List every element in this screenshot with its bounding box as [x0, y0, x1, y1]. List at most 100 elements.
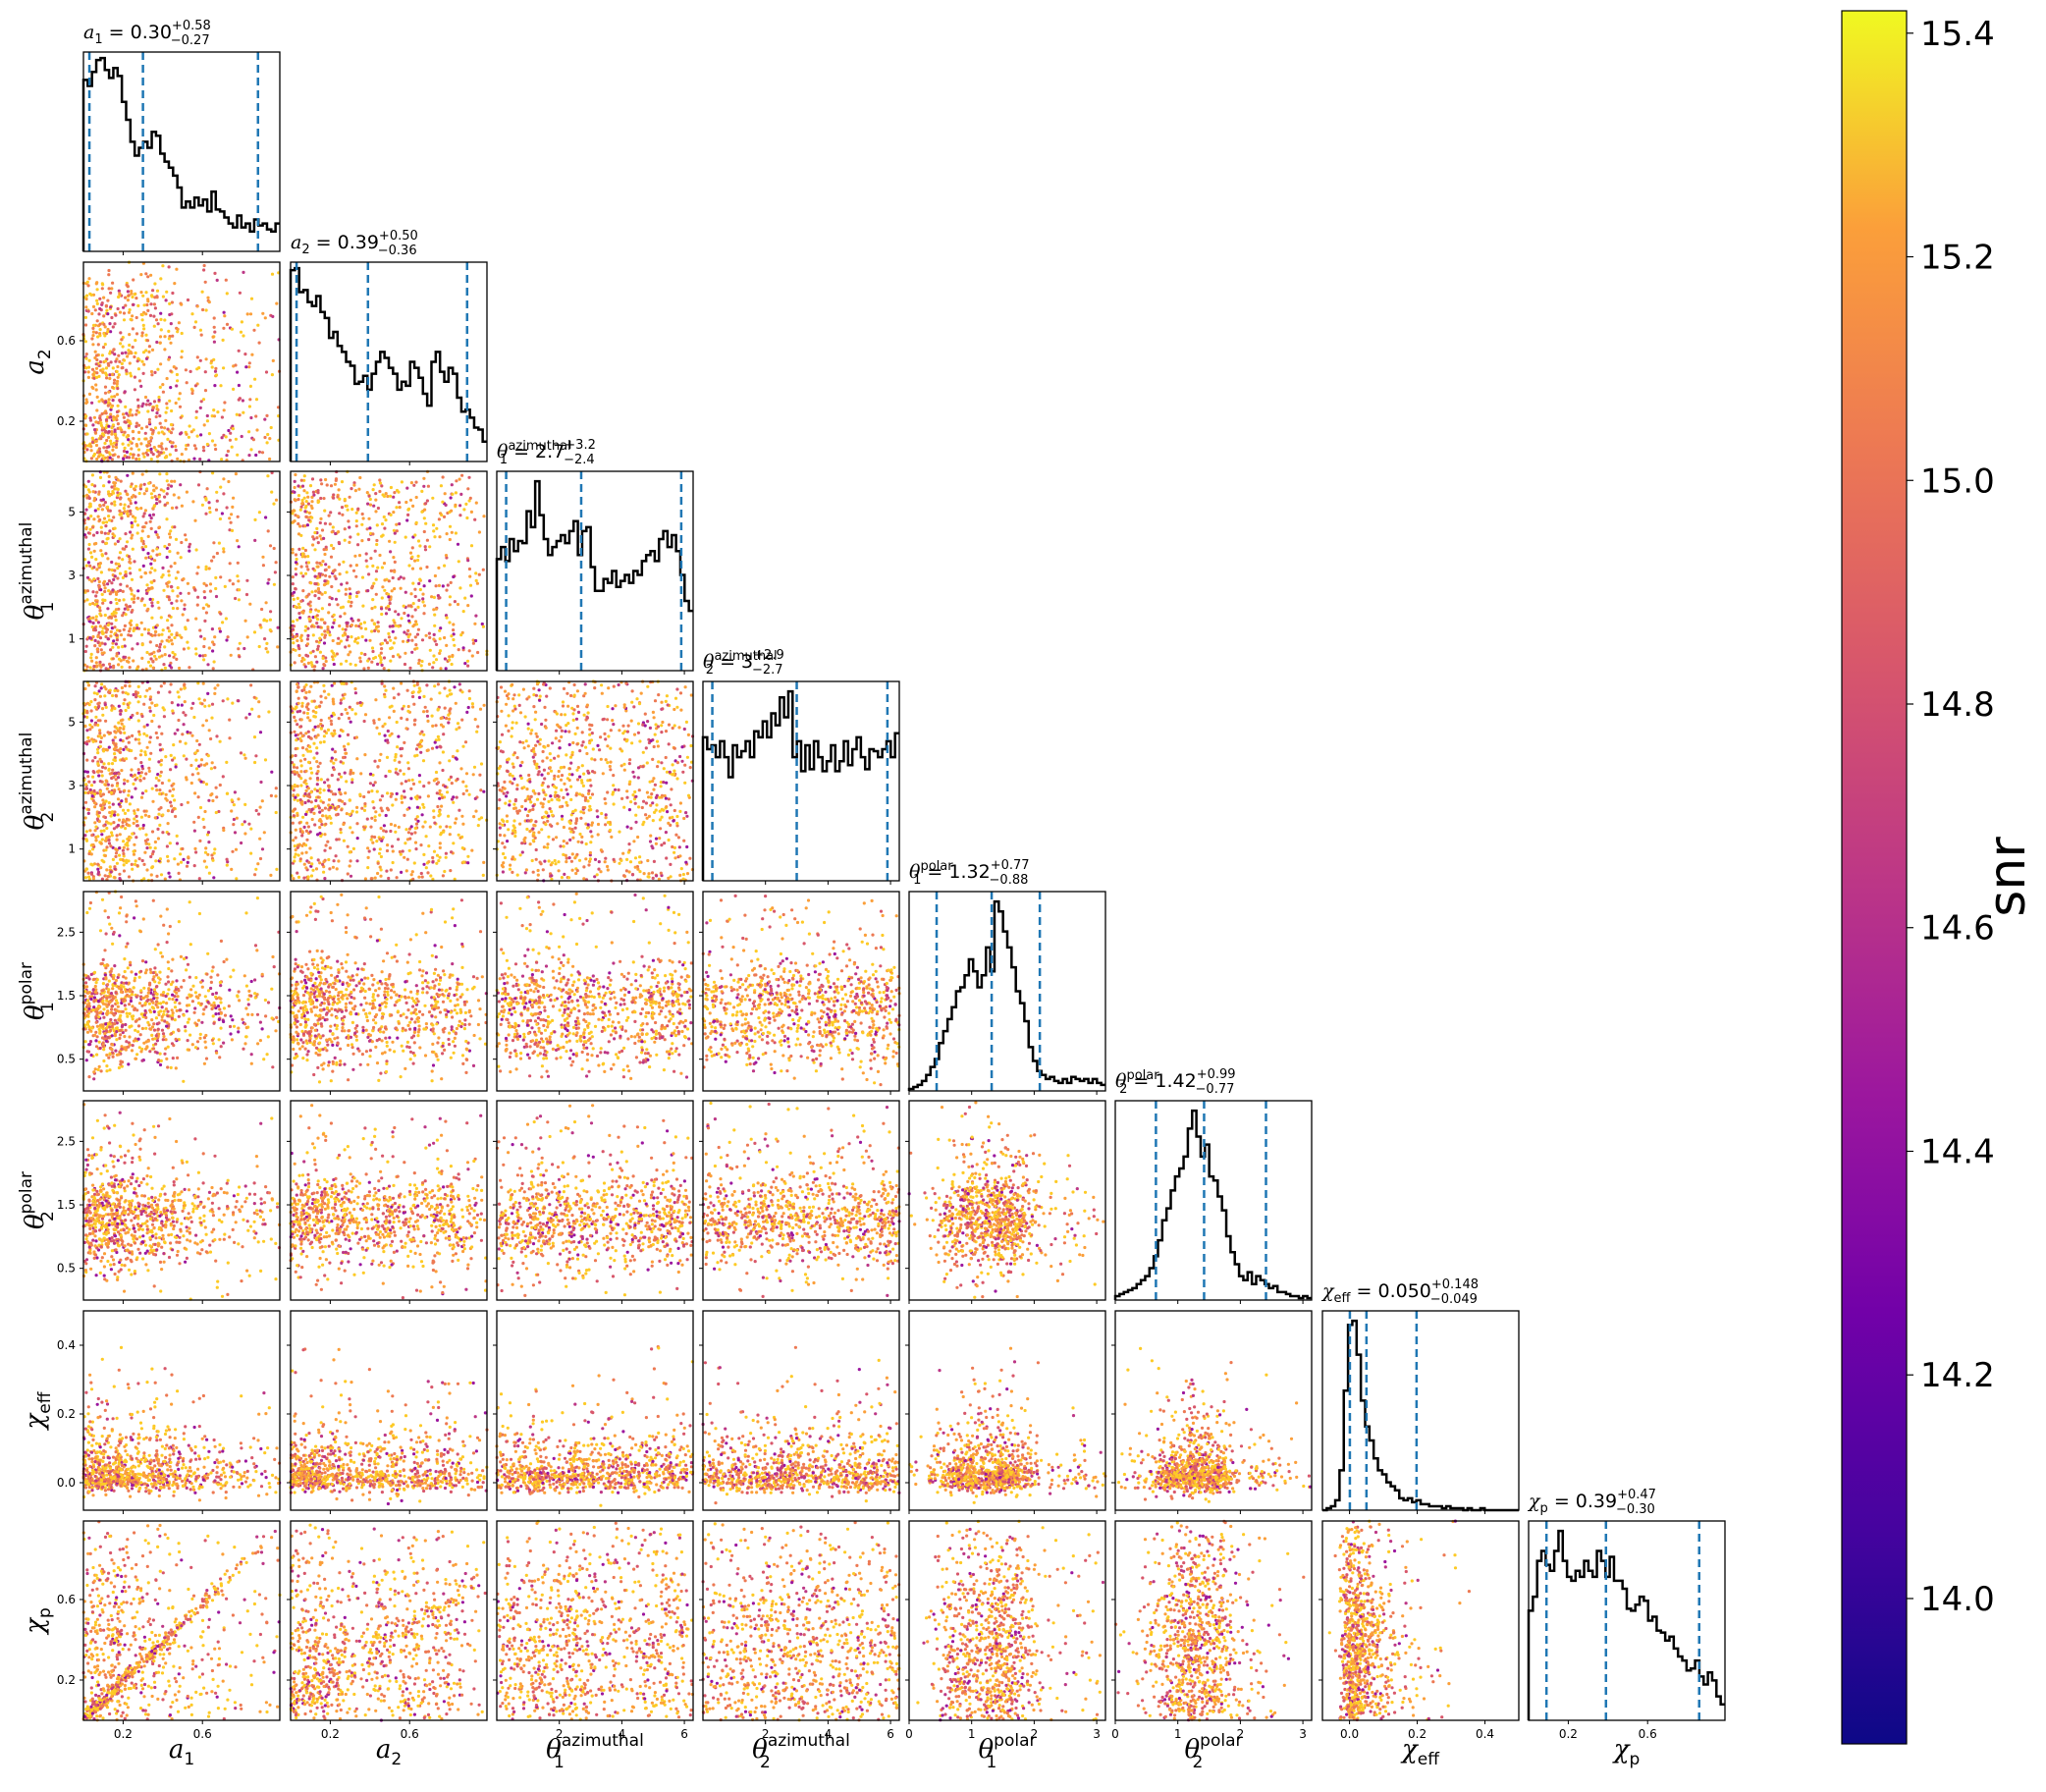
scatter-point: [410, 650, 414, 654]
scatter-point: [423, 548, 428, 552]
scatter-point: [657, 760, 661, 764]
scatter-point: [300, 746, 305, 750]
scatter-point: [115, 393, 119, 397]
scatter-point: [98, 660, 102, 664]
scatter-point: [164, 755, 168, 759]
scatter-point: [115, 487, 119, 491]
scatter-point: [324, 573, 328, 577]
scatter-point: [135, 457, 138, 462]
scatter-point: [207, 798, 211, 802]
scatter-point: [99, 498, 103, 502]
scatter-point: [165, 402, 169, 406]
scatter-point: [302, 658, 306, 662]
scatter-point: [323, 521, 327, 525]
scatter-point: [263, 637, 267, 641]
scatter-point: [455, 757, 458, 761]
scatter-point: [222, 433, 226, 437]
scatter-point: [460, 690, 464, 694]
scatter-point: [291, 821, 295, 825]
scatter-point: [440, 795, 445, 800]
scatter-point: [199, 333, 203, 337]
scatter-point: [139, 621, 143, 624]
scatter-point: [98, 606, 102, 610]
scatter-point: [553, 777, 557, 781]
scatter-point: [402, 772, 405, 776]
scatter-point: [579, 816, 583, 820]
scatter-point: [193, 518, 197, 522]
scatter-point: [101, 626, 105, 630]
scatter-point: [161, 813, 165, 817]
scatter-point: [296, 813, 299, 818]
scatter-point: [400, 480, 404, 484]
scatter-point: [178, 405, 183, 408]
scatter-point: [124, 405, 128, 408]
scatter-point: [433, 535, 437, 539]
scatter-point: [163, 503, 167, 507]
scatter-point: [206, 831, 211, 835]
scatter-point: [91, 490, 95, 494]
scatter-point: [94, 656, 98, 660]
scatter-point: [264, 370, 269, 374]
scatter-point: [253, 377, 257, 381]
scatter-point: [175, 842, 180, 845]
scatter-point: [588, 728, 592, 732]
scatter-point: [447, 713, 451, 717]
scatter-point: [101, 601, 105, 605]
scatter-point: [319, 778, 323, 782]
scatter-point: [103, 501, 107, 505]
scatter-point: [104, 541, 109, 545]
scatter-point: [167, 635, 171, 639]
scatter-point: [353, 554, 357, 558]
scatter-point: [229, 520, 233, 524]
scatter-point: [307, 860, 311, 865]
scatter-point: [108, 494, 112, 498]
scatter-point: [314, 582, 318, 586]
scatter-point: [126, 847, 130, 851]
scatter-point: [378, 838, 382, 842]
scatter-point: [249, 297, 254, 300]
scatter-point: [371, 532, 375, 536]
scatter-point: [448, 621, 452, 624]
scatter-point: [176, 551, 180, 555]
scatter-point: [194, 409, 198, 413]
scatter-point: [507, 729, 511, 733]
scatter-point: [397, 734, 401, 738]
scatter-point: [446, 790, 450, 794]
scatter-point: [119, 588, 123, 593]
scatter-point: [331, 865, 335, 869]
scatter-point: [458, 477, 461, 481]
scatter-point: [297, 653, 301, 658]
scatter-point: [107, 515, 111, 518]
scatter-point: [370, 629, 374, 633]
scatter-point: [97, 490, 101, 494]
scatter-point: [323, 590, 327, 595]
scatter-point: [316, 647, 320, 651]
scatter-point: [604, 758, 608, 762]
scatter-point: [344, 592, 348, 596]
scatter-point: [296, 696, 300, 700]
scatter-point: [146, 275, 150, 279]
scatter-point: [398, 501, 402, 505]
scatter-point: [387, 631, 391, 636]
scatter-point: [243, 756, 247, 760]
scatter-point: [367, 572, 371, 576]
scatter-point: [350, 778, 354, 782]
scatter-point: [182, 723, 186, 727]
scatter-point: [207, 729, 211, 733]
scatter-point: [117, 289, 121, 293]
scatter-point: [175, 267, 179, 271]
scatter-point: [347, 742, 350, 746]
scatter-point: [457, 560, 460, 564]
scatter-point: [130, 862, 134, 867]
scatter-point: [347, 644, 351, 648]
scatter-point: [200, 290, 204, 294]
scatter-point: [211, 649, 215, 653]
scatter-point: [329, 821, 333, 825]
scatter-point: [292, 814, 296, 818]
scatter-point: [112, 666, 116, 670]
scatter-point: [261, 564, 265, 568]
scatter-point: [97, 811, 101, 815]
scatter-point: [413, 635, 417, 639]
scatter-point: [123, 390, 127, 394]
scatter-point: [175, 506, 179, 510]
